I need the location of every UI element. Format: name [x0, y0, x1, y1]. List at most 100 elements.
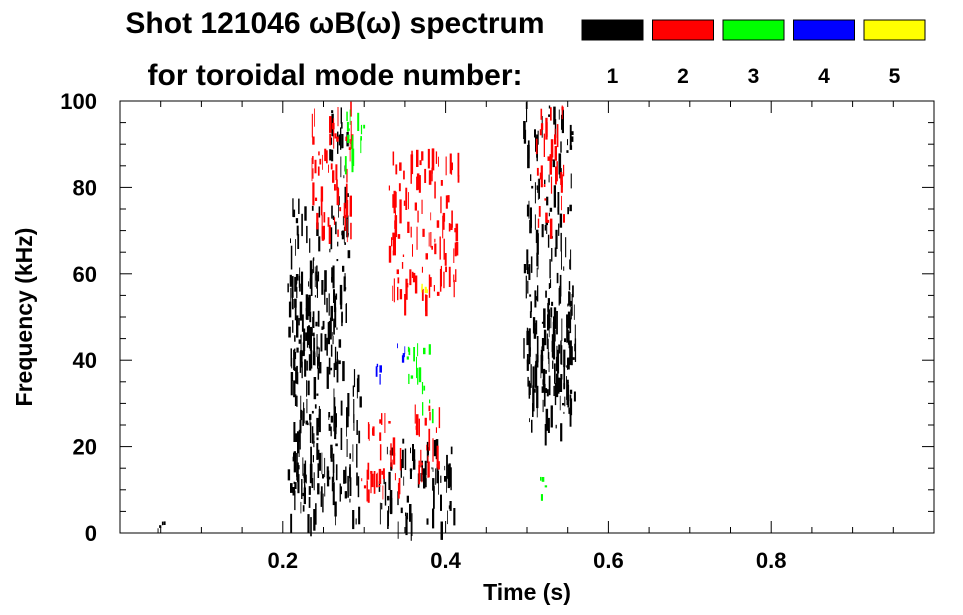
mode-2-mark: [439, 236, 441, 260]
mode-1-mark: [293, 380, 296, 398]
mode-1-mark: [338, 196, 339, 218]
mode-1-mark: [529, 294, 532, 297]
mode-1-mark: [432, 467, 434, 472]
mode-1-mark: [316, 334, 318, 357]
mode-1-mark: [312, 455, 314, 463]
mode-1-mark: [301, 314, 304, 332]
mode-2-mark: [544, 198, 547, 201]
mode-2-mark: [435, 151, 438, 164]
mode-1-mark: [410, 447, 411, 454]
mode-1-mark: [317, 463, 320, 478]
mode-2-mark: [370, 470, 372, 494]
mode-1-mark: [340, 156, 342, 178]
mode-2-mark: [388, 245, 392, 263]
x-tick-label: 0.6: [593, 548, 624, 573]
mode-2-mark: [428, 170, 432, 185]
mode-1-mark: [299, 428, 301, 450]
mode-2-mark: [324, 148, 327, 162]
mode-1-mark: [402, 438, 405, 444]
mode-1-mark: [309, 463, 313, 484]
mode-1-mark: [543, 308, 546, 328]
mode-4-mark: [402, 353, 405, 358]
mode-2-mark: [398, 183, 401, 192]
mode-1-mark: [448, 505, 451, 509]
mode-2-mark: [397, 234, 401, 239]
mode-1-mark: [336, 327, 338, 330]
mode-2-mark: [392, 437, 396, 456]
mode-1-mark: [526, 104, 528, 123]
mode-1-mark: [316, 275, 318, 298]
mode-1-mark: [543, 383, 546, 407]
mode-1-mark: [310, 350, 313, 369]
mode-2-mark: [414, 202, 417, 211]
mode-1-mark: [347, 193, 349, 197]
mode-2-mark: [316, 212, 319, 230]
mode-1-mark: [558, 344, 561, 354]
mode-3-mark: [423, 385, 426, 391]
mode-1-mark: [318, 408, 321, 433]
mode-1-mark: [306, 474, 307, 484]
mode-3-mark: [428, 344, 431, 355]
mode-2-mark: [337, 107, 339, 127]
mode-1-mark: [528, 264, 531, 280]
mode-1-mark: [564, 396, 566, 407]
mode-1-mark: [523, 121, 526, 139]
mode-2-mark: [337, 229, 339, 237]
mode-1-mark: [541, 321, 544, 324]
mode-1-mark: [537, 285, 539, 302]
mode-1-mark: [315, 271, 318, 281]
mode-1-mark: [556, 373, 559, 398]
mode-1-mark: [568, 331, 570, 349]
mode-1-mark: [565, 237, 567, 258]
mode-1-mark: [296, 286, 298, 299]
mode-1-mark: [523, 264, 527, 274]
mode-1-mark: [292, 198, 294, 217]
mode-1-mark: [566, 365, 568, 368]
mode-1-mark: [318, 206, 321, 218]
mode-1-mark: [357, 374, 360, 393]
mode-1-mark: [321, 280, 324, 295]
mode-1-mark: [319, 362, 322, 374]
legend-swatch-mode-1: [581, 19, 644, 41]
mode-2-mark: [440, 265, 442, 287]
mode-3-mark: [429, 399, 431, 404]
mode-2-mark: [427, 455, 429, 478]
mode-1-mark: [569, 292, 571, 307]
mode-1-mark: [294, 490, 296, 511]
mode-1-mark: [296, 395, 298, 407]
mode-1-mark: [353, 369, 356, 388]
mode-1-mark: [548, 352, 550, 364]
mode-2-region-1: [361, 413, 402, 503]
mode-2-mark: [314, 108, 315, 127]
mode-1-mark: [306, 225, 308, 244]
mode-1-mark: [561, 318, 563, 341]
mode-1-mark: [543, 329, 547, 346]
mode-4-mark: [375, 366, 378, 377]
mode-1-mark: [544, 179, 546, 185]
mode-1-mark: [556, 349, 560, 374]
mode-2-mark: [416, 176, 419, 191]
mode-1-mark: [308, 354, 312, 371]
mode-1-mark: [440, 521, 443, 540]
mode-1-mark: [545, 370, 547, 374]
mode-2-mark: [392, 194, 395, 208]
mode-1-mark: [532, 366, 535, 390]
mode-2-mark: [454, 228, 456, 233]
mode-1-mark: [566, 379, 569, 383]
mode-2-mark: [408, 192, 409, 210]
mode-3-mark: [422, 402, 424, 416]
mode-1-mark: [316, 437, 319, 441]
mode-1-mark: [333, 414, 335, 432]
mode-1-mark: [296, 365, 298, 384]
mode-1-mark: [290, 287, 292, 309]
mode-2-mark: [396, 269, 399, 275]
mode-2-mark: [370, 471, 373, 474]
mode-2-mark: [344, 214, 347, 231]
mode-1-mark: [313, 352, 316, 364]
mode-1-mark: [548, 375, 551, 396]
mode-2-mark: [554, 146, 557, 161]
mode-1-mark: [290, 245, 293, 270]
mode-1-mark: [309, 329, 310, 332]
mode-1-mark: [300, 501, 302, 514]
mode-1-mark: [315, 321, 318, 327]
